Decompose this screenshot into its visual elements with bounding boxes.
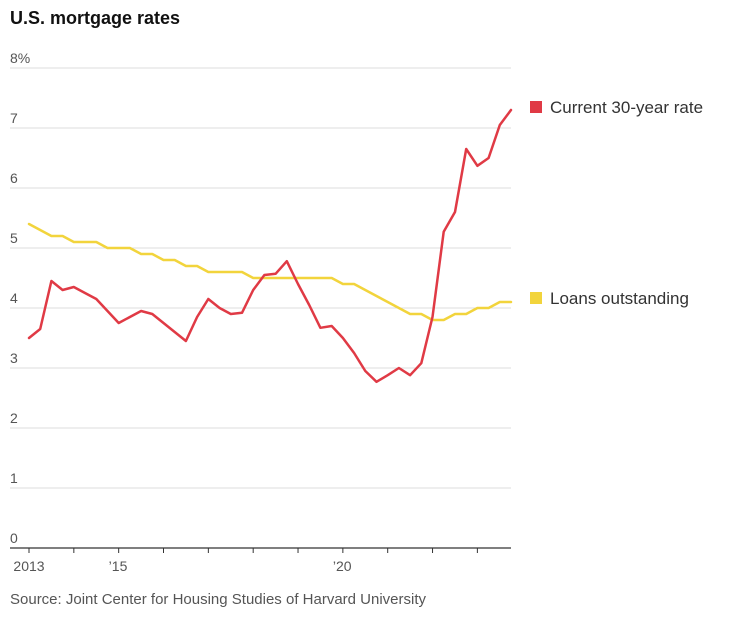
legend-swatch bbox=[530, 292, 542, 304]
series-line-loans-outstanding bbox=[27, 222, 513, 322]
y-tick-label: 3 bbox=[10, 350, 18, 366]
y-tick-label: 0 bbox=[10, 530, 18, 546]
y-tick-label: 1 bbox=[10, 470, 18, 486]
y-tick-label: 4 bbox=[10, 290, 18, 306]
y-tick-label: 7 bbox=[10, 110, 18, 126]
y-tick-label: 5 bbox=[10, 230, 18, 246]
source-note: Source: Joint Center for Housing Studies… bbox=[10, 591, 427, 608]
legend: Current 30-year rate Loans outstanding bbox=[530, 98, 703, 308]
y-tick-label: 8% bbox=[10, 50, 30, 66]
x-axis: 2013 ’15 ’20 bbox=[10, 547, 511, 574]
x-tick-label: 2013 bbox=[13, 558, 44, 574]
chart-title: U.S. mortgage rates bbox=[10, 8, 181, 28]
y-tick-label: 6 bbox=[10, 170, 18, 186]
x-tick-label: ’20 bbox=[333, 558, 352, 574]
legend-label: Current 30-year rate bbox=[550, 98, 703, 117]
gridlines bbox=[10, 67, 511, 489]
y-axis-ticks: 8% 7 6 5 4 3 2 1 0 bbox=[10, 50, 30, 546]
series-lines bbox=[27, 108, 513, 384]
series-line-current-rate bbox=[27, 108, 513, 384]
legend-label: Loans outstanding bbox=[550, 289, 689, 308]
x-tick-label: ’15 bbox=[109, 558, 128, 574]
y-tick-label: 2 bbox=[10, 410, 18, 426]
legend-swatch bbox=[530, 101, 542, 113]
